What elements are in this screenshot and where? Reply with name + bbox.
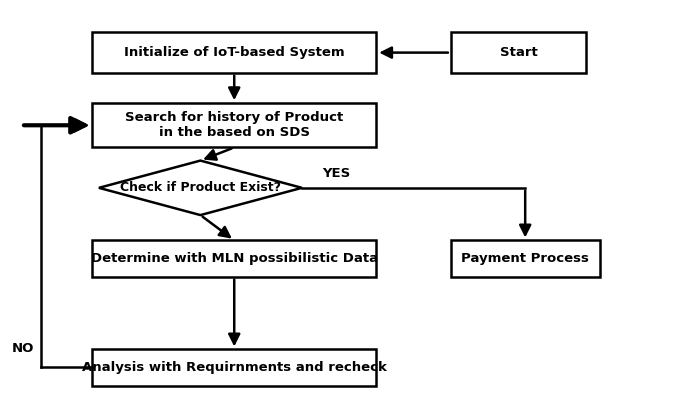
FancyBboxPatch shape [451, 240, 599, 276]
FancyBboxPatch shape [451, 33, 586, 73]
Text: Start: Start [499, 46, 537, 59]
Text: Determine with MLN possibilistic Data: Determine with MLN possibilistic Data [90, 252, 378, 265]
FancyBboxPatch shape [92, 349, 376, 386]
Text: Initialize of IoT-based System: Initialize of IoT-based System [124, 46, 345, 59]
Text: Check if Product Exist?: Check if Product Exist? [120, 181, 281, 194]
FancyBboxPatch shape [92, 33, 376, 73]
Text: Payment Process: Payment Process [461, 252, 589, 265]
Text: Search for history of Product
in the based on SDS: Search for history of Product in the bas… [125, 111, 343, 139]
Polygon shape [99, 161, 302, 215]
Text: Analysis with Requirnments and recheck: Analysis with Requirnments and recheck [82, 361, 386, 374]
FancyBboxPatch shape [92, 103, 376, 147]
Text: NO: NO [12, 342, 35, 356]
Text: YES: YES [322, 167, 351, 180]
FancyBboxPatch shape [92, 240, 376, 276]
